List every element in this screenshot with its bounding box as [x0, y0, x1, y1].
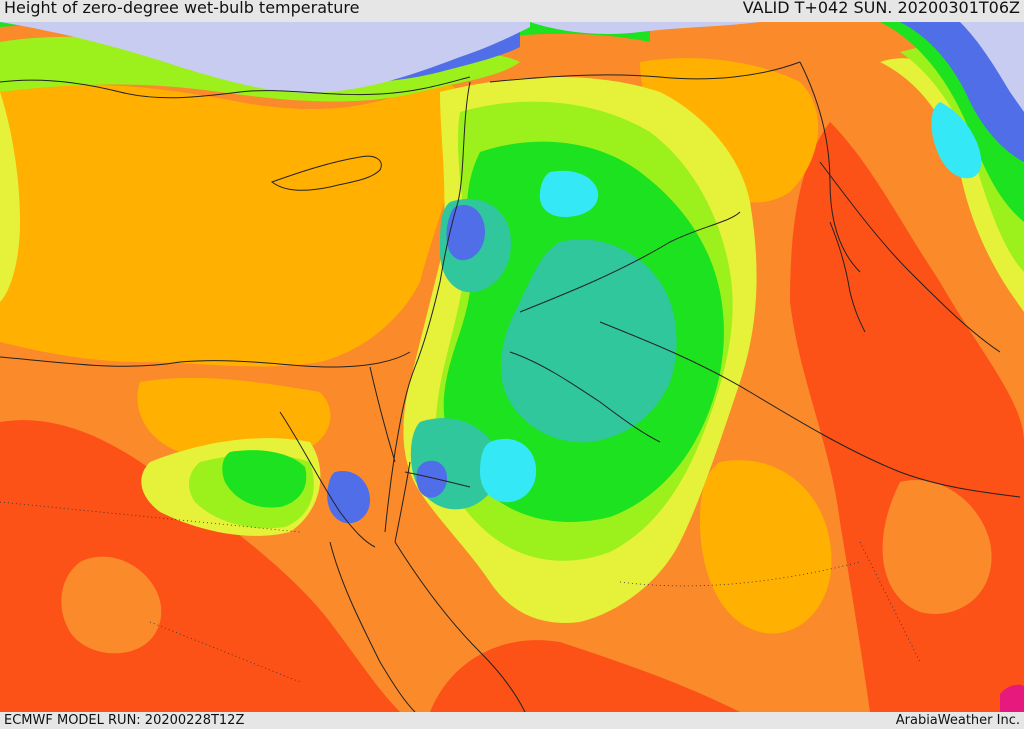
- amber-mediterranean: [0, 81, 464, 367]
- brand-label: ArabiaWeather Inc.: [895, 713, 1020, 728]
- coastlines: [0, 76, 1001, 712]
- egypt-coast: [0, 351, 411, 368]
- map-title: Height of zero-degree wet-bulb temperatu…: [4, 0, 360, 17]
- amber-northeast: [640, 58, 819, 203]
- egypt-south-internal-boundary: [149, 621, 301, 683]
- borders: [369, 61, 1021, 498]
- cyan-east: [931, 102, 982, 179]
- yellow-east-strip: [880, 58, 1024, 312]
- cyprus-outline: [270, 155, 382, 191]
- teal-jordan: [500, 239, 677, 443]
- lavender-north-mid: [530, 22, 760, 34]
- red-blob-far-east: [882, 480, 992, 614]
- map-canvas: [0, 22, 1024, 712]
- blue-lebanon: [446, 204, 485, 261]
- sinai-south-border: [404, 471, 471, 488]
- saudi-internal-boundary: [619, 561, 861, 587]
- blue-negev: [416, 460, 448, 498]
- iran-border: [799, 61, 861, 273]
- red-blobs-southwest: [61, 556, 162, 654]
- model-run: ECMWF MODEL RUN: 20200228T12Z: [4, 713, 245, 728]
- levant-coast: [384, 81, 471, 533]
- yellow-west-edge: [0, 92, 20, 302]
- red-zone-south: [430, 640, 740, 712]
- kuwait-coast: [829, 221, 866, 333]
- map-header: Height of zero-degree wet-bulb temperatu…: [0, 0, 1024, 22]
- turkey-coast: [0, 76, 471, 99]
- cyan-syria: [539, 170, 599, 217]
- cyan-negev: [480, 438, 537, 503]
- amber-south-arabia: [700, 460, 832, 634]
- gulf-of-suez: [279, 411, 376, 548]
- valid-time: VALID T+042 SUN. 20200301T06Z: [742, 0, 1020, 17]
- iraq-saudi-border: [519, 211, 741, 313]
- weather-map[interactable]: [0, 22, 1024, 712]
- map-footer: ECMWF MODEL RUN: 20200228T12Z ArabiaWeat…: [0, 712, 1024, 729]
- saudi-iraq-south-border: [599, 321, 1021, 498]
- magenta-patch: [1000, 684, 1024, 712]
- jordan-saudi-border: [509, 351, 661, 443]
- lavender-black-sea-band: [0, 22, 530, 93]
- lavender-east-top: [960, 22, 1024, 112]
- red-sea-west: [329, 541, 416, 712]
- gulf-of-aqaba: [394, 461, 411, 543]
- syria-iraq-border: [489, 61, 801, 83]
- blue-sinai: [327, 471, 370, 524]
- red-sea-east: [394, 541, 526, 712]
- green-sinai: [222, 450, 307, 508]
- egypt-israel-border: [369, 366, 396, 463]
- internal-boundaries: [0, 501, 921, 683]
- persian-gulf-coast: [819, 161, 1001, 353]
